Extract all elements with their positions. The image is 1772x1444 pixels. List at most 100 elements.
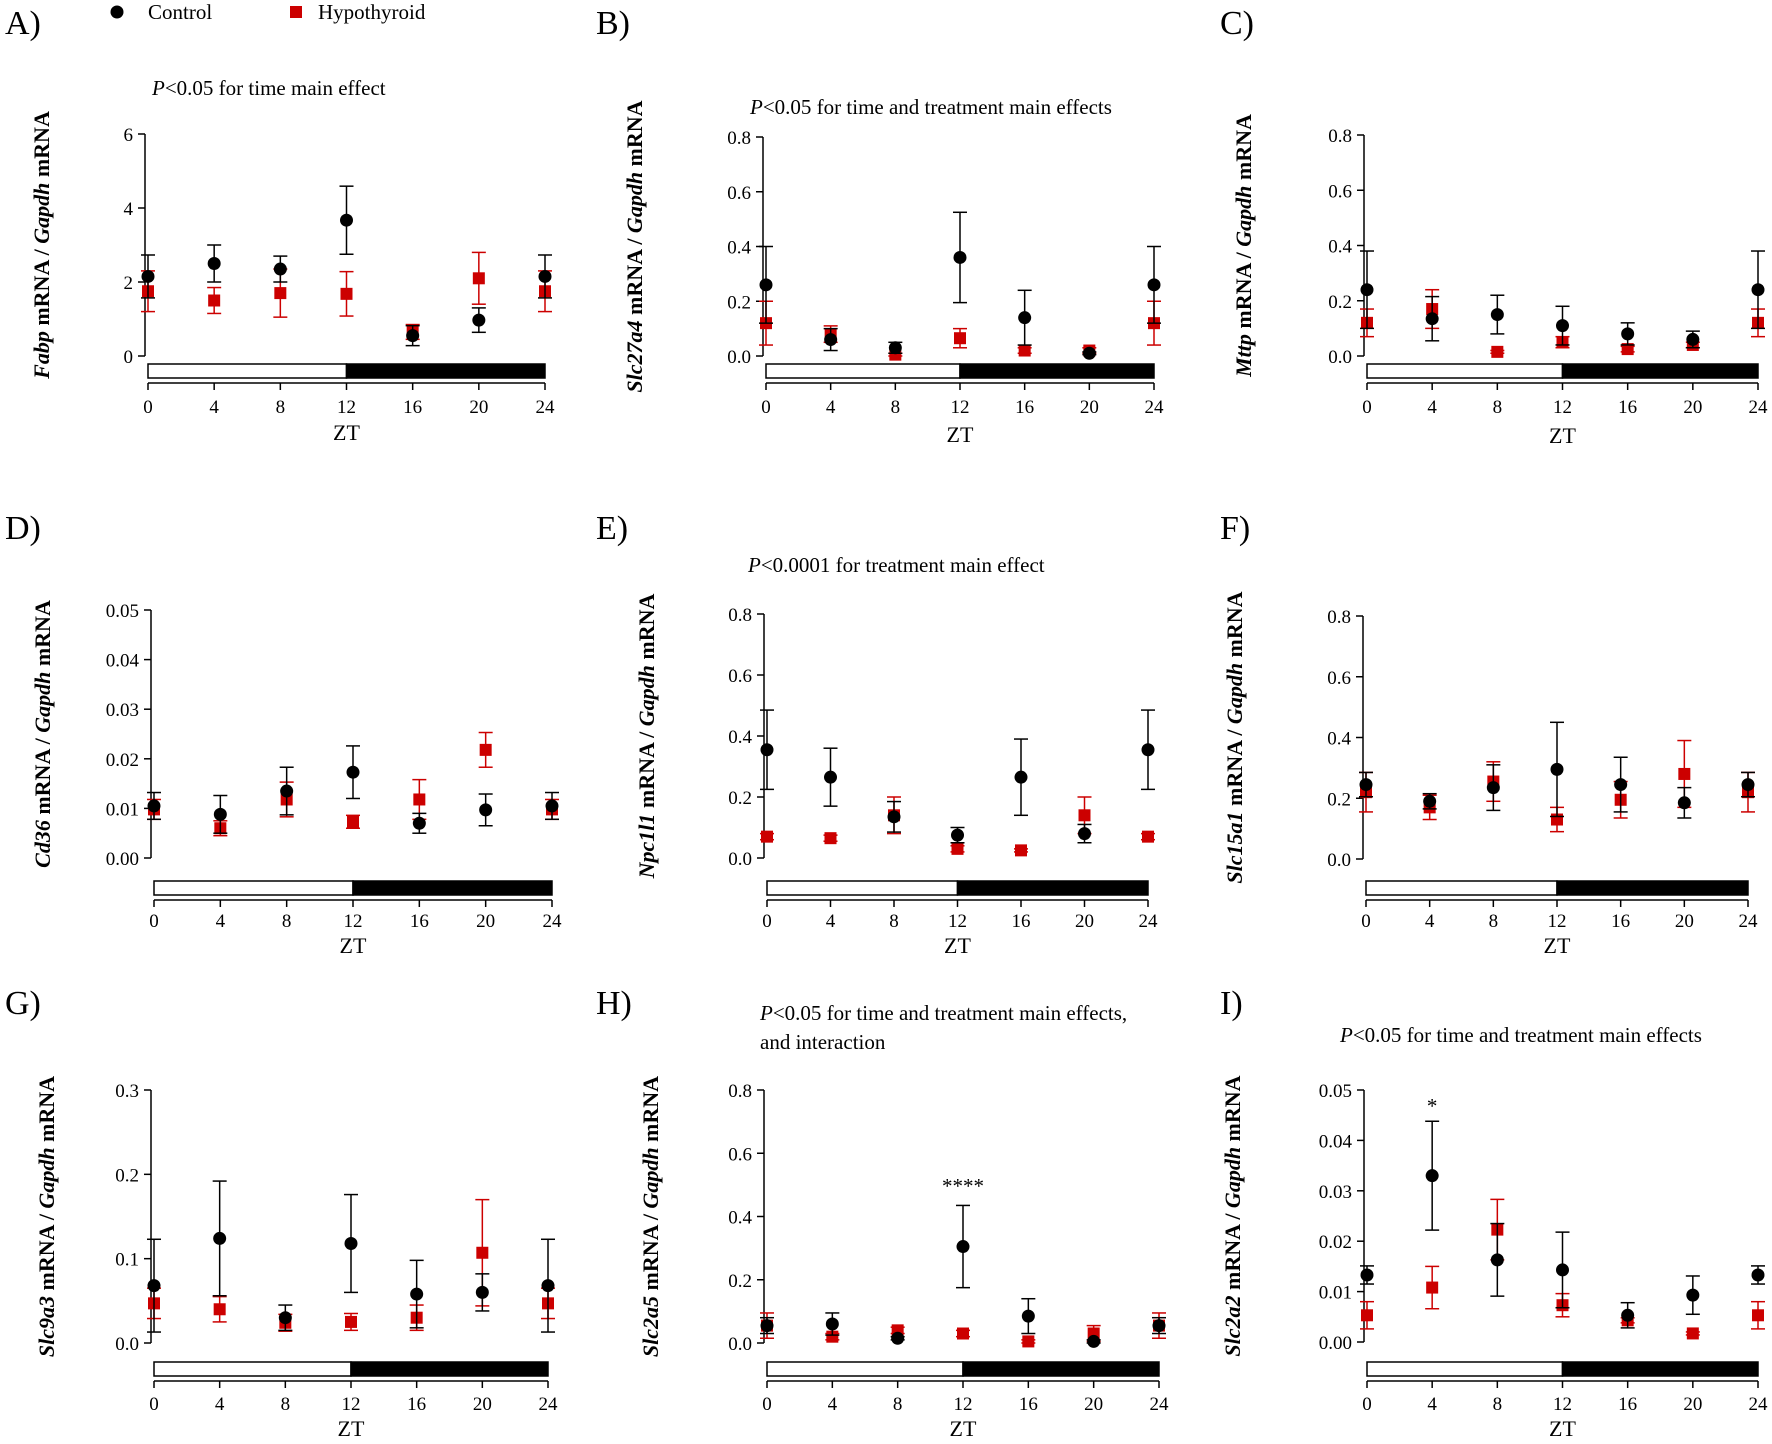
x-tick-label: 12 bbox=[1553, 397, 1572, 418]
control-point bbox=[1360, 1268, 1374, 1282]
control-point bbox=[147, 1279, 161, 1293]
control-point bbox=[412, 816, 426, 830]
control-point bbox=[147, 799, 161, 813]
stats-note: P<0.05 for time and treatment main effec… bbox=[759, 1001, 1127, 1025]
stats-note-p: P bbox=[1339, 1023, 1353, 1047]
stats-note: P<0.05 for time and treatment main effec… bbox=[749, 95, 1112, 119]
control-point bbox=[1486, 781, 1500, 795]
y-axis-title-part: mRNA / bbox=[34, 1209, 59, 1296]
panel-letter: D) bbox=[5, 510, 41, 547]
dark-phase-bar bbox=[1561, 1361, 1759, 1377]
hypothyroid-point bbox=[413, 793, 426, 806]
hypothyroid-point bbox=[1022, 1335, 1035, 1348]
x-tick-label: 16 bbox=[1019, 1394, 1038, 1415]
y-tick-label: 0.05 bbox=[1319, 1081, 1352, 1102]
x-tick-label: 16 bbox=[1611, 911, 1630, 932]
control-point bbox=[953, 250, 967, 264]
hypothyroid-point bbox=[1491, 345, 1504, 358]
x-tick-label: 20 bbox=[1683, 397, 1702, 418]
panel-e: E) P<0.0001 for treatment main effect Npc1… bbox=[596, 510, 1158, 958]
control-point bbox=[1359, 778, 1373, 792]
hypothyroid-point bbox=[1678, 767, 1691, 780]
y-axis-title-part: Cd36 bbox=[30, 820, 55, 868]
x-tick-label: 24 bbox=[543, 911, 563, 932]
y-tick-label: 0.4 bbox=[1328, 237, 1352, 258]
dark-phase-bar bbox=[1556, 880, 1749, 896]
x-tick-label: 4 bbox=[1427, 1394, 1437, 1415]
control-point bbox=[1360, 283, 1374, 297]
control-point bbox=[1425, 312, 1439, 326]
y-tick-label: 0.03 bbox=[106, 700, 139, 721]
light-phase-bar bbox=[1366, 1361, 1564, 1377]
y-tick-label: 0.02 bbox=[106, 750, 139, 771]
x-tick-label: 24 bbox=[1139, 911, 1159, 932]
x-tick-label: 24 bbox=[539, 1394, 559, 1415]
x-tick-label: 16 bbox=[407, 1394, 426, 1415]
x-tick-label: 24 bbox=[1749, 1394, 1769, 1415]
x-axis-title: ZT bbox=[947, 422, 974, 447]
control-point bbox=[344, 1236, 358, 1250]
light-phase-bar bbox=[766, 880, 959, 896]
x-tick-label: 24 bbox=[1739, 911, 1759, 932]
hypothyroid-point bbox=[951, 842, 964, 855]
y-axis-title-part: Gapdh bbox=[634, 665, 659, 726]
control-point bbox=[472, 313, 486, 327]
dark-phase-bar bbox=[962, 1361, 1160, 1377]
x-tick-label: 16 bbox=[1012, 911, 1031, 932]
panel-h: H) P<0.05 for time and treatment main eff… bbox=[596, 985, 1169, 1441]
hypothyroid-point bbox=[1078, 809, 1091, 822]
light-phase-bar bbox=[153, 1361, 352, 1377]
control-point bbox=[1677, 796, 1691, 810]
y-tick-label: 0.0 bbox=[727, 347, 751, 368]
y-axis-title-part: mRNA bbox=[622, 100, 647, 172]
x-tick-label: 20 bbox=[1080, 397, 1099, 418]
y-tick-label: 0.04 bbox=[1319, 1131, 1353, 1152]
y-axis-title-part: mRNA / bbox=[1220, 1208, 1245, 1295]
control-point bbox=[545, 799, 559, 813]
y-axis-title-part: mRNA bbox=[34, 1076, 59, 1148]
panel-b: B) P<0.05 for time and treatment main eff… bbox=[596, 5, 1164, 447]
x-tick-label: 4 bbox=[216, 911, 226, 932]
x-tick-label: 20 bbox=[1084, 1394, 1103, 1415]
y-tick-label: 0.3 bbox=[115, 1081, 139, 1102]
control-point bbox=[278, 1311, 292, 1325]
stats-note-p: P bbox=[759, 1001, 773, 1025]
stats-note-text: <0.0001 for treatment main effect bbox=[761, 553, 1045, 577]
y-axis-title: Slc2a5 mRNA / Gapdh mRNA bbox=[638, 1076, 663, 1357]
y-axis-title-part: mRNA bbox=[1220, 1075, 1245, 1147]
x-tick-label: 12 bbox=[337, 397, 356, 418]
control-point bbox=[1087, 1334, 1101, 1348]
y-tick-label: 0.01 bbox=[106, 799, 139, 820]
legend-hypothyroid-label: Hypothyroid bbox=[318, 0, 426, 24]
y-axis-title: Npc1l1 mRNA / Gapdh mRNA bbox=[634, 594, 659, 880]
x-tick-label: 8 bbox=[282, 911, 292, 932]
hypothyroid-point bbox=[340, 287, 353, 300]
x-tick-label: 4 bbox=[826, 397, 836, 418]
y-axis-title-part: Gapdh bbox=[34, 1147, 59, 1208]
light-phase-bar bbox=[153, 880, 354, 896]
control-point bbox=[1751, 283, 1765, 297]
y-axis-title-part: mRNA bbox=[29, 111, 54, 183]
y-axis-title-part: Slc2a2 bbox=[1220, 1295, 1245, 1356]
y-axis-title-part: mRNA / bbox=[30, 733, 55, 820]
control-point bbox=[273, 262, 287, 276]
y-tick-label: 4 bbox=[124, 199, 134, 220]
legend-control-label: Control bbox=[148, 0, 212, 24]
y-axis-title-part: mRNA / bbox=[638, 1209, 663, 1296]
panel-letter: G) bbox=[5, 985, 41, 1022]
control-point bbox=[1082, 346, 1096, 360]
hypothyroid-point bbox=[954, 332, 966, 345]
x-axis-title: ZT bbox=[950, 1416, 977, 1441]
y-axis-title-part: mRNA bbox=[638, 1076, 663, 1148]
dark-phase-bar bbox=[1561, 363, 1759, 379]
control-point bbox=[1423, 794, 1437, 808]
y-tick-label: 0.2 bbox=[728, 1271, 752, 1292]
panel-c: C) Mttp mRNA / Gapdh mRNA 0.0 0.2 0.4 0.6 0.8 0… bbox=[1220, 5, 1768, 448]
x-tick-label: 24 bbox=[1145, 397, 1165, 418]
y-tick-label: 0.00 bbox=[1319, 1333, 1352, 1354]
x-tick-label: 12 bbox=[951, 397, 970, 418]
control-point bbox=[410, 1287, 424, 1301]
stats-note-text: <0.05 for time main effect bbox=[165, 76, 386, 100]
y-axis-title: Fabp mRNA / Gapdh mRNA bbox=[29, 111, 54, 380]
x-tick-label: 12 bbox=[342, 1394, 361, 1415]
